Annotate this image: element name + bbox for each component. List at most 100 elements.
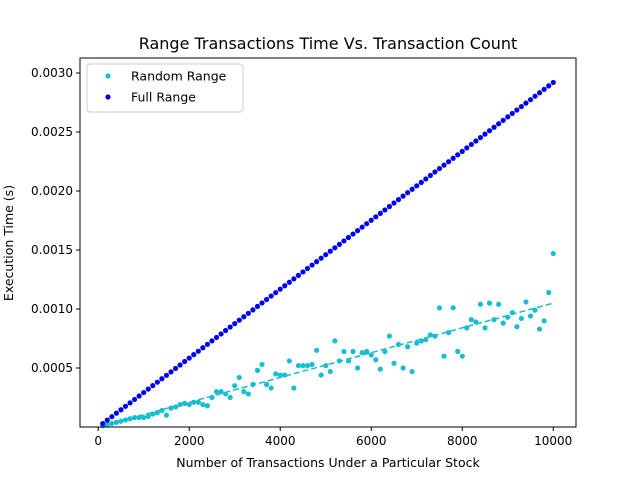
point-random-range [213, 389, 220, 395]
point-full-range [177, 362, 183, 368]
y-tick-label: 0.0030 [31, 66, 73, 80]
point-random-range [232, 383, 238, 389]
point-random-range [273, 371, 279, 377]
x-tick-label: 2000 [174, 434, 205, 448]
point-random-range [122, 417, 129, 423]
point-full-range [218, 331, 224, 337]
point-full-range [386, 203, 393, 210]
point-random-range [327, 368, 333, 375]
point-full-range [468, 141, 474, 148]
point-full-range [486, 128, 493, 134]
point-full-range [209, 338, 215, 344]
y-tick-label: 0.0025 [31, 125, 73, 139]
point-random-range [391, 360, 397, 366]
point-full-range [200, 345, 206, 351]
point-random-range [295, 363, 302, 369]
point-random-range [464, 325, 470, 331]
point-full-range [172, 365, 179, 372]
point-random-range [509, 309, 515, 316]
point-full-range [455, 152, 461, 158]
point-full-range [409, 186, 415, 192]
point-random-range [323, 363, 329, 369]
point-full-range [514, 107, 520, 113]
point-random-range [314, 347, 320, 353]
point-full-range [364, 221, 370, 227]
point-random-range [132, 414, 138, 421]
point-random-range [204, 403, 211, 409]
point-random-range [482, 325, 488, 331]
point-full-range [191, 352, 197, 358]
point-full-range [286, 279, 292, 285]
x-tick-label: 6000 [356, 434, 387, 448]
point-full-range [536, 90, 543, 96]
point-random-range [477, 301, 484, 307]
point-random-range [145, 413, 151, 419]
point-random-range [532, 307, 538, 313]
point-full-range [382, 207, 388, 213]
point-full-range [523, 100, 529, 106]
point-random-range [395, 341, 402, 347]
point-random-range [245, 391, 251, 397]
point-random-range [200, 401, 206, 408]
point-random-range [405, 344, 411, 350]
point-random-range [382, 348, 388, 355]
point-full-range [268, 293, 274, 299]
point-random-range [227, 394, 233, 401]
point-full-range [314, 259, 320, 265]
point-random-range [254, 367, 261, 373]
point-random-range [341, 348, 347, 355]
point-random-range [527, 313, 534, 319]
point-full-range [223, 327, 229, 334]
point-full-range [496, 121, 502, 127]
point-random-range [241, 389, 247, 395]
point-random-range [368, 352, 374, 358]
point-random-range [546, 289, 552, 296]
point-full-range [263, 296, 270, 303]
point-full-range [104, 417, 110, 423]
point-full-range [150, 383, 156, 389]
point-full-range [182, 358, 188, 365]
x-axis-label: Number of Transactions Under a Particula… [176, 455, 480, 470]
x-axis: 0 2000 4000 6000 8000 10000 [94, 427, 572, 448]
point-random-range [414, 340, 420, 346]
point-full-range [332, 245, 338, 251]
point-random-range [163, 412, 170, 418]
point-full-range [236, 317, 242, 323]
legend-marker-random-range [105, 73, 111, 79]
point-full-range [309, 262, 315, 268]
point-random-range [523, 299, 529, 305]
point-random-range [459, 353, 465, 359]
point-full-range [304, 265, 311, 272]
point-random-range [172, 404, 179, 410]
point-full-range [132, 396, 138, 403]
point-random-range [118, 418, 124, 424]
legend-marker-full-range [105, 94, 111, 100]
point-random-range [345, 358, 352, 364]
point-full-range [245, 310, 251, 316]
point-full-range [432, 169, 438, 175]
point-full-range [359, 224, 365, 230]
point-full-range [373, 214, 379, 220]
point-full-range [505, 114, 511, 120]
point-full-range [477, 134, 484, 141]
point-random-range [300, 363, 306, 369]
point-random-range [400, 365, 406, 371]
point-full-range [436, 165, 443, 172]
point-random-range [109, 420, 115, 427]
point-full-range [341, 238, 347, 244]
point-random-range [427, 332, 433, 338]
legend-label-full-range: Full Range [131, 90, 196, 105]
point-random-range [218, 389, 224, 395]
point-random-range [496, 301, 502, 307]
point-random-range [236, 374, 242, 381]
point-random-range [514, 324, 520, 330]
point-full-range [122, 403, 129, 409]
point-full-range [168, 369, 174, 375]
point-random-range [291, 385, 297, 391]
point-random-range [136, 414, 142, 421]
point-full-range [450, 155, 456, 161]
x-tick-label: 4000 [265, 434, 296, 448]
point-full-range [532, 93, 538, 99]
y-axis-label: Execution Time (s) [1, 185, 16, 301]
